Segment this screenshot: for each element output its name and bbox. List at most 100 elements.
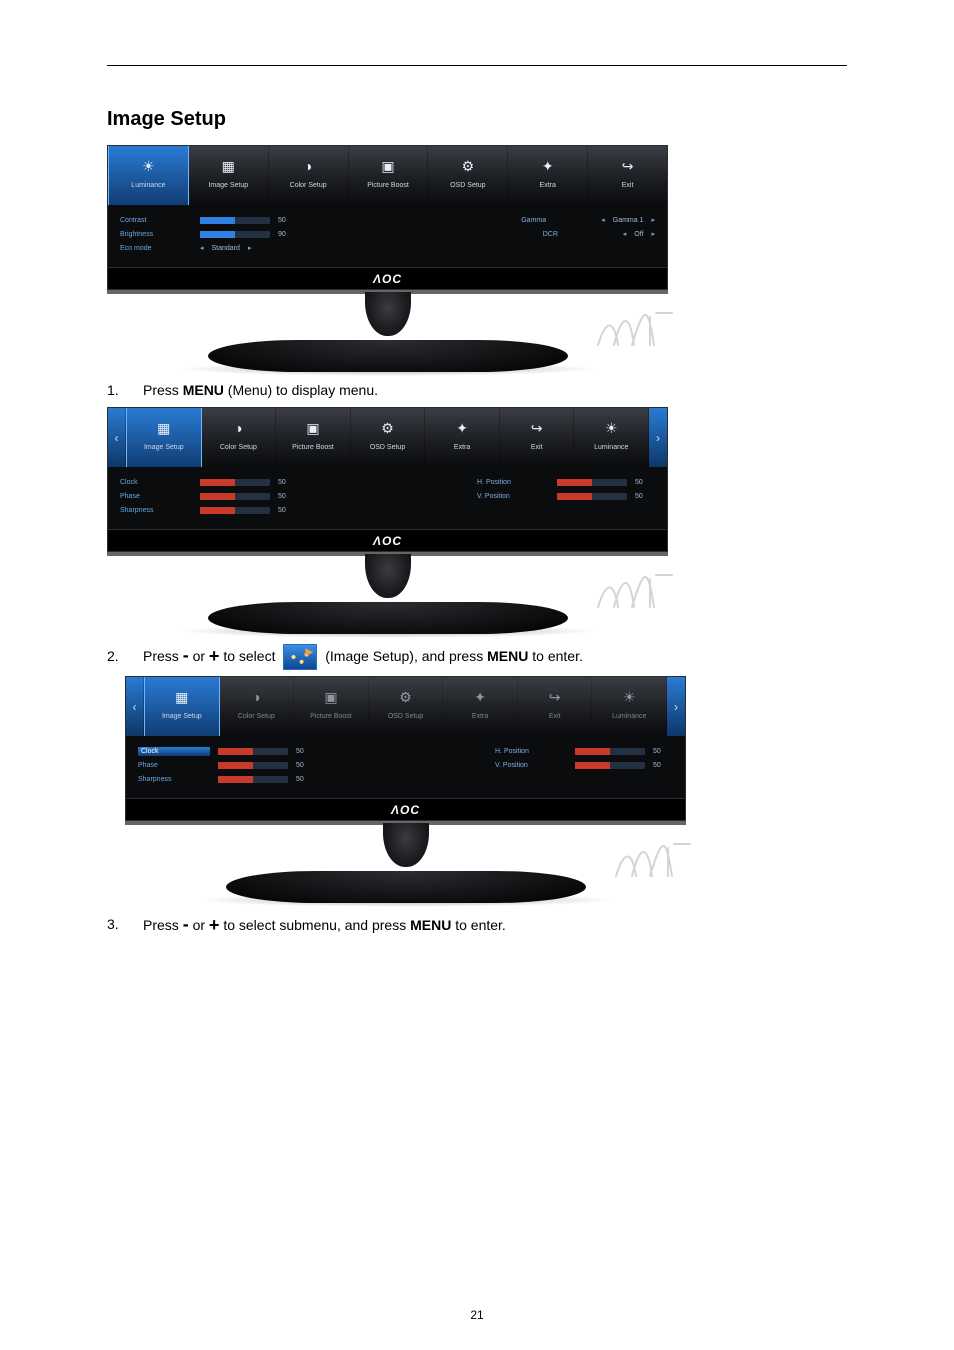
slider-bar xyxy=(575,762,645,769)
tab-label: Extra xyxy=(454,444,470,451)
setting-value: 50 xyxy=(635,479,655,486)
tab-icon: ✦ xyxy=(536,154,560,178)
osd-row: Contrast50Gamma◂Gamma 1▸ xyxy=(120,213,655,227)
setting-label: Clock xyxy=(138,747,210,756)
top-rule xyxy=(107,65,847,66)
tab-label: OSD Setup xyxy=(370,444,405,451)
osd-tab: ↪ Exit xyxy=(518,677,593,736)
setting-value: 50 xyxy=(278,507,298,514)
signature-icon xyxy=(610,832,694,891)
osd-tab: ☀Luminance xyxy=(574,408,649,467)
tab-icon: ▦ xyxy=(152,416,176,440)
aoc-logo: ΛOC xyxy=(373,534,402,548)
setting-label: DCR xyxy=(543,231,615,238)
osd-monitor: ‹▦Image Setup◑Color Setup▣Picture Boost⚙… xyxy=(125,676,686,901)
setting-value: 50 xyxy=(278,479,298,486)
tab-icon: ☀ xyxy=(599,416,623,440)
osd-tab: ⚙ OSD Setup xyxy=(351,408,426,467)
tab-label: Extra xyxy=(540,182,556,189)
osd-tab: ↪ Exit xyxy=(588,146,667,205)
tab-icon: ⚙ xyxy=(376,416,400,440)
tab-label: Picture Boost xyxy=(292,444,334,451)
step-number: 1. xyxy=(107,380,125,401)
step-text: Press - or + to select (Image Setup), an… xyxy=(143,642,847,670)
triangle-right-icon: ▸ xyxy=(651,230,655,238)
triangle-left-icon: ◂ xyxy=(200,244,204,252)
tab-icon: ▣ xyxy=(319,685,343,709)
osd-body: Clock50H. Position50Phase50V. Position50… xyxy=(107,467,668,530)
osd-tab: ▦Image Setup xyxy=(189,146,269,205)
osd-row: Sharpness50 xyxy=(120,503,655,517)
slider-bar xyxy=(200,493,270,500)
osd-tab: ☀Luminance xyxy=(108,146,189,205)
osd-figure-1: ☀Luminance▦Image Setup◑Color Setup▣Pictu… xyxy=(107,145,847,370)
monitor-stand xyxy=(107,294,668,370)
chevron-right-icon: › xyxy=(649,408,667,467)
tab-icon: ▣ xyxy=(376,154,400,178)
chevron-left-icon: ‹ xyxy=(126,677,144,736)
slider-bar xyxy=(218,776,288,783)
osd-body: Contrast50Gamma◂Gamma 1▸Brightness90DCR◂… xyxy=(107,205,668,268)
page-number: 21 xyxy=(0,1308,954,1322)
osd-tab: ✦Extra xyxy=(425,408,500,467)
tab-label: Luminance xyxy=(131,182,165,189)
osd-tab: ▣ Picture Boost xyxy=(294,677,369,736)
tab-label: OSD Setup xyxy=(388,713,423,720)
signature-icon xyxy=(592,563,676,622)
osd-logo-bar: ΛOC xyxy=(107,530,668,552)
tab-icon: ✦ xyxy=(468,685,492,709)
osd-tab: ▣ Picture Boost xyxy=(276,408,351,467)
section-title: Image Setup xyxy=(107,108,847,131)
tab-label: Extra xyxy=(472,713,488,720)
monitor-stand xyxy=(125,825,686,901)
osd-tab: ◑Color Setup xyxy=(269,146,349,205)
setting-label: V. Position xyxy=(495,762,567,769)
chevron-right-icon: › xyxy=(667,677,685,736)
setting-label: H. Position xyxy=(477,479,549,486)
setting-value: Off xyxy=(634,231,643,238)
slider-bar xyxy=(200,507,270,514)
osd-tab: ✦ Extra xyxy=(443,677,518,736)
osd-row: Brightness90DCR◂Off▸ xyxy=(120,227,655,241)
tab-label: Image Setup xyxy=(208,182,248,189)
osd-tabs: ☀Luminance▦Image Setup◑Color Setup▣Pictu… xyxy=(107,145,668,205)
triangle-left-icon: ◂ xyxy=(623,230,627,238)
tab-icon: ◑ xyxy=(244,685,268,709)
setting-value: 50 xyxy=(278,217,298,224)
tab-icon: ↪ xyxy=(543,685,567,709)
slider-bar xyxy=(200,479,270,486)
tab-label: Exit xyxy=(549,713,561,720)
osd-row: Clock 50 H. Position 50 xyxy=(120,475,655,489)
setting-label: Contrast xyxy=(120,217,192,224)
osd-figure-3: ‹▦Image Setup◑Color Setup▣Picture Boost⚙… xyxy=(125,676,847,901)
setting-label: Eco mode xyxy=(120,245,192,252)
monitor-stand xyxy=(107,556,668,632)
tab-label: Luminance xyxy=(612,713,646,720)
slider-bar xyxy=(575,748,645,755)
osd-row: Clock50H. Position50 xyxy=(138,744,673,758)
tab-label: Color Setup xyxy=(220,444,257,451)
aoc-logo: ΛOC xyxy=(391,803,420,817)
tab-icon: ↪ xyxy=(616,154,640,178)
setting-label: Gamma xyxy=(521,217,593,224)
step-text: Press MENU (Menu) to display menu. xyxy=(143,380,847,401)
setting-value: 50 xyxy=(635,493,655,500)
tab-label: Color Setup xyxy=(238,713,275,720)
tab-label: OSD Setup xyxy=(450,182,485,189)
chevron-left-icon: ‹ xyxy=(108,408,126,467)
aoc-logo: ΛOC xyxy=(373,272,402,286)
osd-tab: ▦Image Setup xyxy=(126,408,202,467)
setting-value: 50 xyxy=(296,776,316,783)
tab-label: Exit xyxy=(622,182,634,189)
tab-label: Picture Boost xyxy=(310,713,352,720)
osd-figure-2: ‹▦Image Setup◑Color Setup▣Picture Boost⚙… xyxy=(107,407,847,632)
setting-value: 50 xyxy=(653,762,673,769)
tab-icon: ▣ xyxy=(301,416,325,440)
osd-tab: ⚙ OSD Setup xyxy=(428,146,508,205)
osd-row: Sharpness50 xyxy=(138,772,673,786)
triangle-left-icon: ◂ xyxy=(601,216,605,224)
osd-monitor: ‹▦Image Setup◑Color Setup▣Picture Boost⚙… xyxy=(107,407,668,632)
tab-icon: ⚙ xyxy=(456,154,480,178)
setting-label: Clock xyxy=(120,479,192,486)
tab-icon: ⚙ xyxy=(394,685,418,709)
